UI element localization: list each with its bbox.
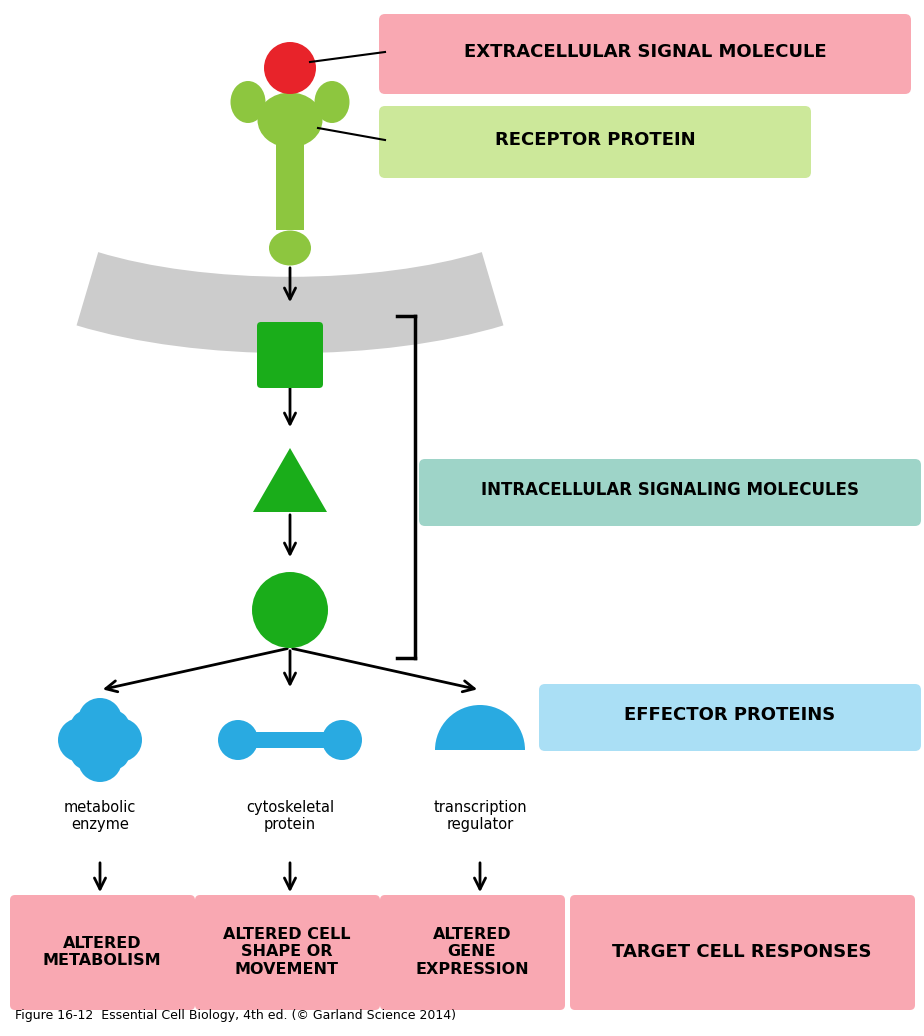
FancyBboxPatch shape [379, 106, 811, 178]
Ellipse shape [70, 711, 102, 742]
Ellipse shape [322, 720, 362, 760]
Ellipse shape [314, 81, 349, 123]
Ellipse shape [70, 739, 102, 770]
FancyBboxPatch shape [257, 322, 323, 388]
Polygon shape [230, 916, 275, 956]
Ellipse shape [99, 711, 129, 742]
Ellipse shape [98, 718, 142, 762]
Text: TARGET CELL RESPONSES: TARGET CELL RESPONSES [613, 943, 871, 961]
Ellipse shape [258, 92, 322, 147]
Ellipse shape [58, 718, 102, 762]
Ellipse shape [264, 42, 316, 94]
Ellipse shape [99, 739, 129, 770]
Ellipse shape [269, 230, 311, 265]
Text: EXTRACELLULAR SIGNAL MOLECULE: EXTRACELLULAR SIGNAL MOLECULE [464, 44, 826, 61]
Ellipse shape [252, 572, 328, 648]
Text: ALTERED
GENE
EXPRESSION: ALTERED GENE EXPRESSION [415, 927, 529, 977]
FancyBboxPatch shape [539, 684, 921, 751]
FancyBboxPatch shape [419, 459, 921, 526]
FancyBboxPatch shape [380, 895, 565, 1010]
Ellipse shape [230, 81, 265, 123]
Polygon shape [305, 916, 350, 956]
FancyBboxPatch shape [379, 15, 911, 94]
Bar [238, 732, 342, 748]
Text: EFFECTOR PROTEINS: EFFECTOR PROTEINS [625, 706, 835, 724]
Ellipse shape [78, 738, 122, 782]
Text: transcription
regulator: transcription regulator [433, 800, 527, 832]
Text: Figure 16-12  Essential Cell Biology, 4th ed. (© Garland Science 2014): Figure 16-12 Essential Cell Biology, 4th… [15, 1008, 456, 1021]
Ellipse shape [218, 720, 258, 760]
Text: ALTERED CELL
SHAPE OR
MOVEMENT: ALTERED CELL SHAPE OR MOVEMENT [224, 927, 351, 977]
Text: INTRACELLULAR SIGNALING MOLECULES: INTRACELLULAR SIGNALING MOLECULES [481, 481, 859, 499]
Polygon shape [253, 448, 327, 512]
Ellipse shape [78, 698, 122, 742]
FancyBboxPatch shape [10, 895, 195, 1010]
Bar [276, 110, 304, 230]
Text: cytoskeletal
protein: cytoskeletal protein [246, 800, 334, 832]
Text: metabolic
enzyme: metabolic enzyme [64, 800, 136, 832]
Text: ALTERED
METABOLISM: ALTERED METABOLISM [43, 936, 162, 969]
Text: RECEPTOR PROTEIN: RECEPTOR PROTEIN [494, 131, 696, 149]
Ellipse shape [86, 726, 114, 754]
FancyBboxPatch shape [570, 895, 915, 1010]
Wedge shape [435, 706, 525, 750]
FancyBboxPatch shape [195, 895, 380, 1010]
